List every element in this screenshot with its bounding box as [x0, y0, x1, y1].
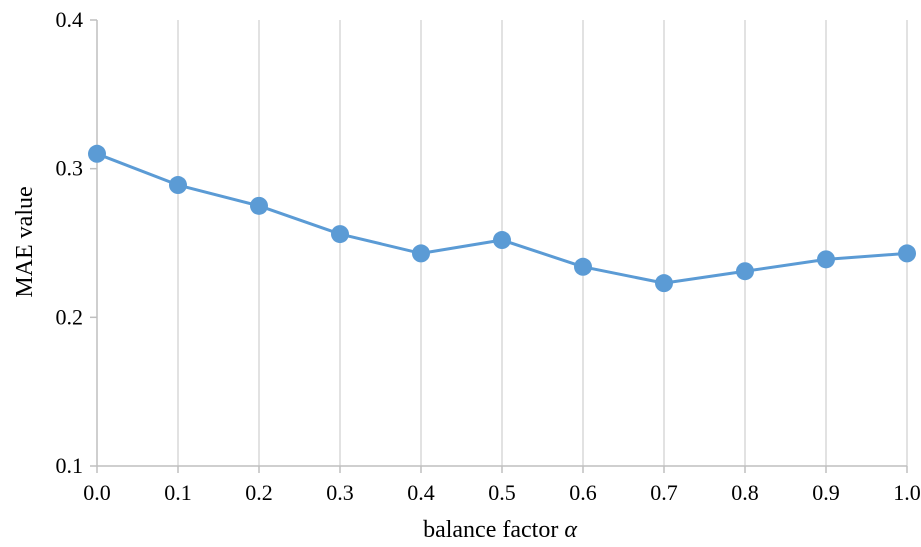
data-point-0.5 — [493, 231, 511, 250]
x-tick-label: 0.7 — [650, 480, 678, 505]
tick-labels: 0.10.20.30.40.0 0.1 0.2 0.3 0.4 0.5 0.6 0.7 0.8 0… — [56, 7, 921, 505]
y-tick-label: 0.2 — [56, 304, 84, 329]
y-tick-label: 0.4 — [56, 7, 84, 32]
x-axis-title: balance factor α — [423, 517, 577, 543]
axes — [90, 19, 908, 473]
data-point-0.4 — [412, 244, 430, 263]
data-point-0.3 — [331, 225, 349, 244]
data-point-0.8 — [736, 262, 754, 281]
x-tick-label: 0.6 — [569, 480, 597, 505]
series-group — [88, 144, 916, 293]
x-axis-title-symbol: α — [564, 517, 577, 543]
y-tick-label: 0.3 — [56, 156, 84, 181]
data-point-0.7 — [655, 274, 673, 293]
data-point-0.0 — [88, 144, 106, 163]
x-tick-label: 1.0 — [893, 480, 921, 505]
x-tick-label: 0.3 — [326, 480, 354, 505]
x-axis-title-text: balance factor — [423, 517, 558, 543]
data-point-0.9 — [817, 250, 835, 269]
x-tick-label: 0.1 — [164, 480, 192, 505]
gridlines — [177, 20, 908, 466]
data-point-0.6 — [574, 257, 592, 276]
data-point-1.0 — [898, 244, 916, 263]
x-tick-label: 0.8 — [731, 480, 759, 505]
x-tick-label: 0.0 — [83, 480, 111, 505]
y-axis-title: MAE value — [12, 186, 38, 297]
x-tick-label: 0.4 — [407, 480, 435, 505]
y-tick-label: 0.1 — [56, 453, 84, 478]
x-tick-label: 0.5 — [488, 480, 516, 505]
x-tick-label: 0.2 — [245, 480, 273, 505]
data-point-0.2 — [250, 196, 268, 215]
x-tick-label: 0.9 — [812, 480, 840, 505]
data-point-0.1 — [169, 176, 187, 195]
